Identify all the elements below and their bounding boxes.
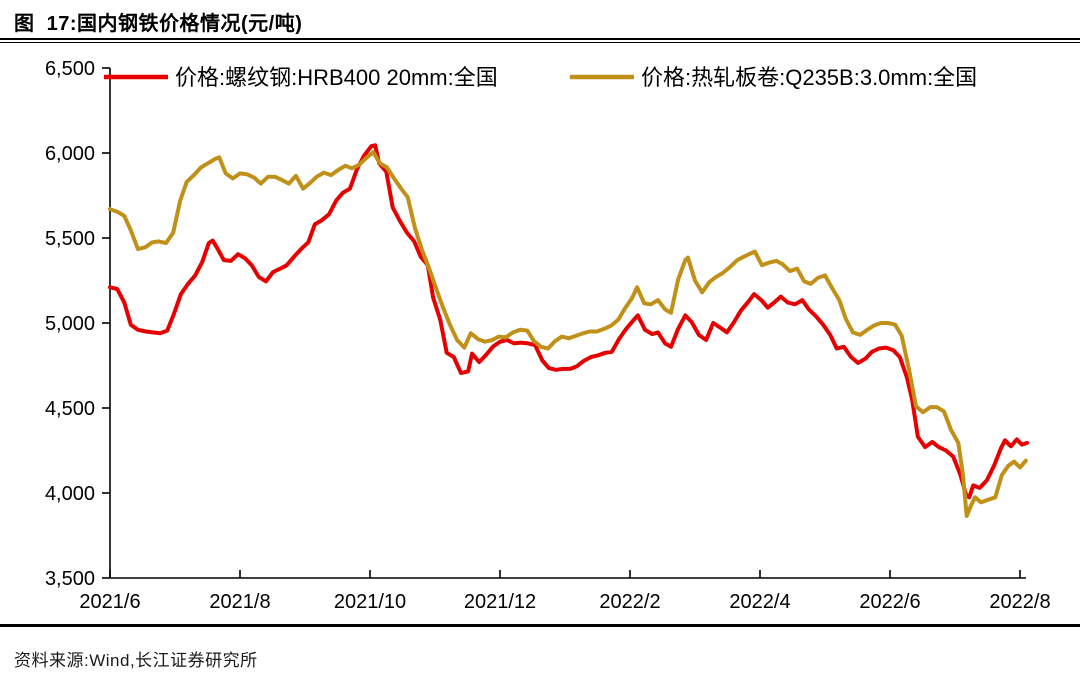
- y-tick-label: 4,500: [45, 398, 95, 420]
- series-line-hrc: [108, 150, 1028, 518]
- y-tick-label: 6,500: [45, 58, 95, 80]
- y-tick-label: 5,500: [45, 228, 95, 250]
- title-underline: [0, 38, 1080, 43]
- x-tick-label: 2021/6: [79, 591, 140, 613]
- y-tick-label: 5,000: [45, 313, 95, 335]
- figure-title: 图 17:国内钢铁价格情况(元/吨): [14, 13, 303, 35]
- y-tick-label: 6,000: [45, 143, 95, 165]
- x-tick-label: 2022/8: [989, 591, 1050, 613]
- x-tick-label: 2022/2: [599, 591, 660, 613]
- y-tick-label: 4,000: [45, 483, 95, 505]
- x-tick-label: 2021/12: [464, 591, 536, 613]
- x-tick-label: 2022/6: [859, 591, 920, 613]
- legend-label-rebar: 价格:螺纹钢:HRB400 20mm:全国: [175, 65, 498, 90]
- x-tick-label: 2021/10: [334, 591, 406, 613]
- x-tick-label: 2021/8: [209, 591, 270, 613]
- legend-label-hrc: 价格:热轧板卷:Q235B:3.0mm:全国: [641, 65, 977, 90]
- source-divider: [0, 624, 1080, 627]
- x-tick-label: 2022/4: [729, 591, 790, 613]
- source-note: 资料来源:Wind,长江证券研究所: [14, 651, 258, 670]
- y-tick-label: 3,500: [45, 568, 95, 590]
- series-line-rebar: [108, 143, 1030, 500]
